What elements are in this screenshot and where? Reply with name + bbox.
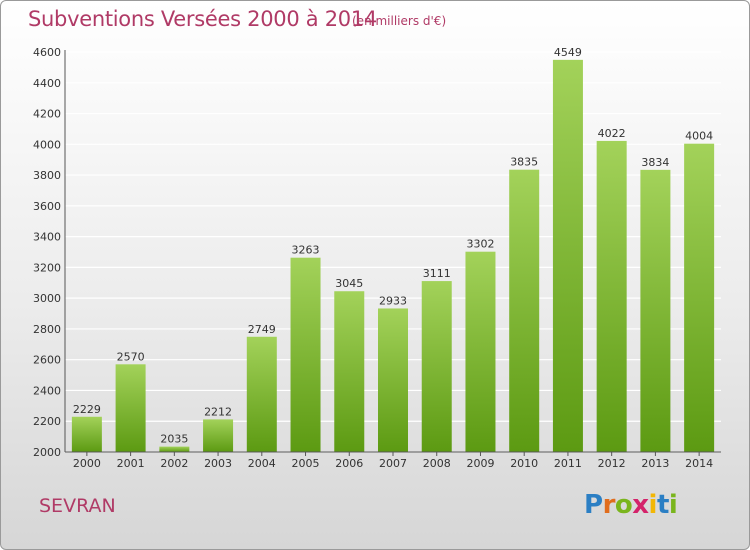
logo-letter: x [632, 490, 648, 520]
data-label: 3835 [510, 156, 538, 169]
bar [203, 419, 233, 452]
y-tick-label: 2000 [33, 446, 61, 459]
bar [247, 337, 277, 452]
data-label: 2229 [73, 403, 101, 416]
data-label: 2035 [160, 433, 188, 446]
x-tick-label: 2013 [641, 457, 669, 470]
y-tick-label: 3200 [33, 261, 61, 274]
bar [72, 417, 102, 452]
x-tick-label: 2001 [117, 457, 145, 470]
y-tick-label: 3800 [33, 169, 61, 182]
y-tick-label: 2200 [33, 415, 61, 428]
x-tick-label: 2010 [510, 457, 538, 470]
bar [291, 258, 321, 452]
bar [684, 144, 714, 452]
data-label: 2212 [204, 405, 232, 418]
x-tick-label: 2008 [423, 457, 451, 470]
data-label: 2933 [379, 294, 407, 307]
y-tick-label: 4000 [33, 138, 61, 151]
y-tick-label: 3000 [33, 292, 61, 305]
y-tick-label: 2600 [33, 354, 61, 367]
data-label: 2749 [248, 323, 276, 336]
data-label: 4022 [598, 127, 626, 140]
data-label: 3111 [423, 267, 451, 280]
data-label: 3045 [335, 277, 363, 290]
data-label: 4549 [554, 46, 582, 59]
y-tick-label: 4600 [33, 46, 61, 59]
logo-letter: i [669, 490, 677, 520]
x-tick-label: 2002 [160, 457, 188, 470]
logo-letter: o [615, 490, 632, 520]
bar [597, 141, 627, 452]
bar [159, 447, 189, 452]
logo-letter: r [603, 490, 615, 520]
y-tick-label: 4400 [33, 77, 61, 90]
data-label: 4004 [685, 130, 713, 143]
x-tick-label: 2009 [466, 457, 494, 470]
bar [334, 291, 364, 452]
data-label: 2570 [117, 350, 145, 363]
y-tick-label: 4200 [33, 108, 61, 121]
y-tick-label: 2400 [33, 384, 61, 397]
y-tick-label: 3600 [33, 200, 61, 213]
x-tick-label: 2005 [292, 457, 320, 470]
bar [640, 170, 670, 452]
logo-letter: i [649, 490, 657, 520]
data-label: 3263 [292, 244, 320, 257]
data-label: 3834 [641, 156, 669, 169]
y-tick-label: 2800 [33, 323, 61, 336]
data-label: 3302 [466, 238, 494, 251]
proxiti-logo: Proxiti [584, 490, 677, 520]
x-tick-label: 2003 [204, 457, 232, 470]
y-tick-label: 3400 [33, 231, 61, 244]
bar [553, 60, 583, 452]
chart-frame: Subventions Versées 2000 à 2014 (en mill… [0, 0, 750, 550]
x-tick-label: 2006 [335, 457, 363, 470]
bar-chart: 2229 2570 2035 2212 2749 3263 3045 2933 3111 3302… [1, 1, 750, 550]
bar [378, 308, 408, 452]
x-tick-label: 2014 [685, 457, 713, 470]
logo-letter: t [657, 490, 669, 520]
bar [509, 170, 539, 452]
x-tick-label: 2000 [73, 457, 101, 470]
bar [465, 252, 495, 452]
bar [422, 281, 452, 452]
x-tick-label: 2012 [598, 457, 626, 470]
x-tick-label: 2011 [554, 457, 582, 470]
logo-letter: P [584, 490, 603, 520]
city-name: SEVRAN [39, 495, 116, 517]
bars [72, 60, 714, 452]
x-tick-label: 2007 [379, 457, 407, 470]
bar [116, 364, 146, 452]
x-tick-label: 2004 [248, 457, 276, 470]
